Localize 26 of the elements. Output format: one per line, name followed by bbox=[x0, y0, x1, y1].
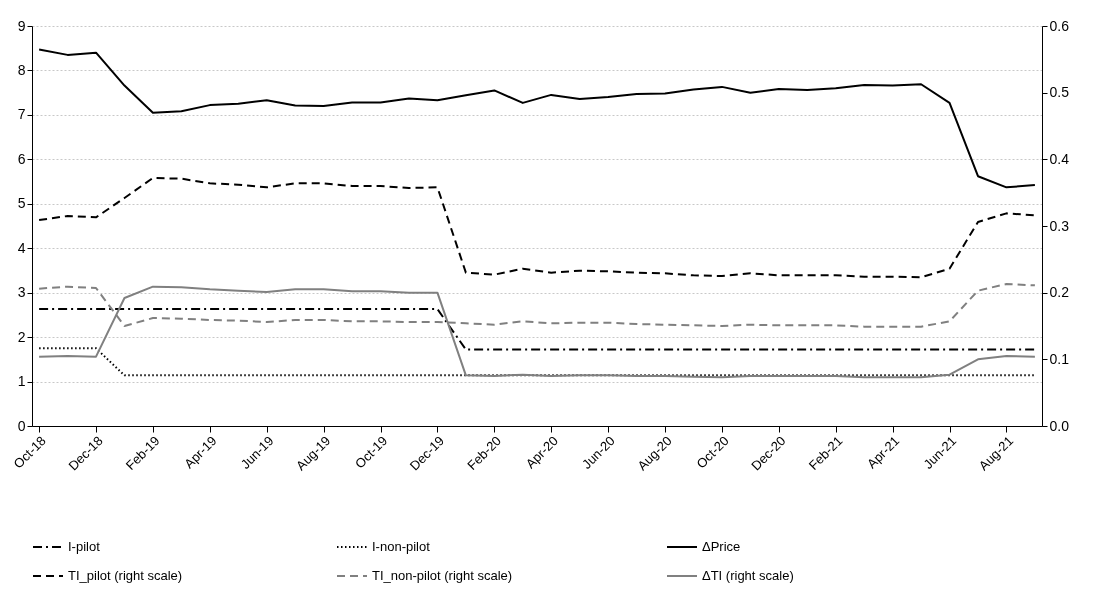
y2-tick-label: 0.3 bbox=[1049, 217, 1070, 234]
y-tick-label: 4 bbox=[17, 239, 26, 256]
y-tick-label: 8 bbox=[17, 61, 26, 78]
legend-label: ΔPrice bbox=[702, 539, 741, 554]
y2-tick-label: 0.5 bbox=[1049, 84, 1070, 101]
legend-label: TI_pilot (right scale) bbox=[68, 568, 183, 583]
legend-label: ΔTI (right scale) bbox=[702, 568, 794, 583]
y-tick-label: 6 bbox=[17, 150, 26, 167]
y2-tick-label: 0.2 bbox=[1049, 284, 1070, 301]
y-tick-label: 7 bbox=[17, 106, 26, 123]
y2-tick-label: 0.4 bbox=[1049, 150, 1070, 167]
y2-tick-label: 0.0 bbox=[1049, 417, 1070, 434]
legend-label: I-pilot bbox=[68, 539, 101, 554]
y2-tick-label: 0.1 bbox=[1049, 350, 1070, 367]
line-series bbox=[38, 285, 1036, 379]
y-tick-label: 5 bbox=[17, 195, 26, 212]
y-tick-label: 2 bbox=[17, 328, 26, 345]
y-tick-label: 0 bbox=[17, 417, 26, 434]
y2-tick-label: 0.6 bbox=[1049, 17, 1070, 34]
y-tick-label: 3 bbox=[17, 284, 26, 301]
legend-label: I-non-pilot bbox=[372, 539, 431, 554]
y-tick-label: 9 bbox=[17, 17, 26, 34]
line-series bbox=[38, 48, 1036, 189]
legend-label: TI_non-pilot (right scale) bbox=[372, 568, 513, 583]
y-tick-label: 1 bbox=[17, 373, 26, 390]
line-series bbox=[38, 177, 1036, 279]
